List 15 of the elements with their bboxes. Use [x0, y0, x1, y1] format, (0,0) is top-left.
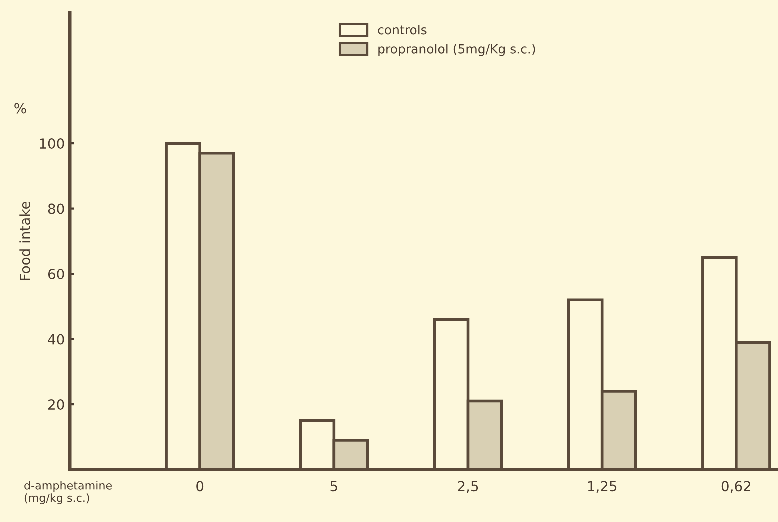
legend-label: propranolol (5mg/Kg s.c.): [378, 44, 536, 56]
text: %: [14, 103, 26, 114]
y-tick-label: 100: [40, 138, 64, 150]
y-tick-label: 20: [48, 400, 64, 410]
y-axis-title: Food intake: [20, 202, 30, 280]
x-tick-label: 1,25: [588, 481, 617, 494]
legend-label: controls: [378, 25, 427, 35]
x-tick-label: 5: [330, 481, 338, 492]
x-axis-title: d-amphetamine (mg/kg s.c.): [24, 481, 112, 504]
y-tick-label: 60: [48, 269, 64, 280]
y-tick-label: 40: [48, 334, 64, 345]
x-tick-label: 2,5: [458, 481, 478, 494]
x-tick-label: 0,62: [722, 481, 751, 494]
x-tick-label: 0: [196, 481, 204, 492]
y-tick-label: 80: [48, 204, 64, 214]
